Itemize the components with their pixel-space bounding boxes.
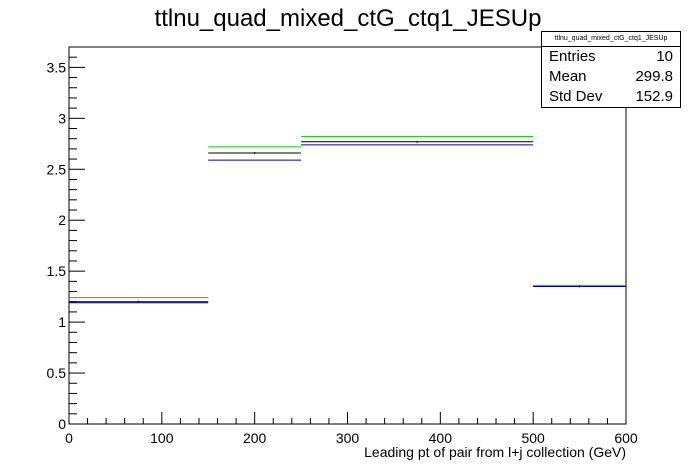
x-axis-label: Leading pt of pair from l+j collection (…	[364, 444, 626, 460]
x-tick-label: 300	[336, 430, 360, 446]
x-tick-label: 500	[521, 430, 545, 446]
x-tick-label: 600	[614, 430, 638, 446]
stats-title: ttlnu_quad_mixed_ctG_ctq1_JESUp	[542, 32, 680, 47]
stats-value: 299.8	[635, 68, 673, 85]
y-tick-label: 2	[58, 212, 66, 228]
x-tick-label: 100	[150, 430, 174, 446]
stats-value: 152.9	[635, 88, 673, 105]
x-tick-label: 0	[65, 430, 73, 446]
stats-label: Std Dev	[549, 88, 603, 105]
x-axis: 0 100 200 300 400 500 600	[65, 412, 638, 446]
stats-row-mean: Mean 299.8	[542, 67, 680, 87]
y-axis: 0 0.5 1 1.5 2 2.5 3 3.5	[47, 46, 85, 432]
y-tick-label: 1	[58, 314, 66, 330]
stats-row-entries: Entries 10	[542, 47, 680, 67]
stats-row-stddev: Std Dev 152.9	[542, 87, 680, 107]
y-tick-label: 3	[58, 110, 66, 126]
stats-label: Mean	[549, 68, 587, 85]
x-tick-label: 400	[429, 430, 453, 446]
chart-title: ttlnu_quad_mixed_ctG_ctq1_JESUp	[155, 5, 542, 32]
x-tick-label: 200	[243, 430, 267, 446]
series-2	[69, 144, 626, 304]
stats-box: ttlnu_quad_mixed_ctG_ctq1_JESUp Entries …	[541, 31, 681, 108]
y-tick-label: 0.5	[47, 365, 67, 381]
y-tick-label: 1.5	[47, 263, 67, 279]
y-tick-label: 3.5	[47, 59, 67, 75]
y-tick-label: 2.5	[47, 161, 67, 177]
y-tick-label: 0	[58, 416, 66, 432]
series-1	[69, 140, 626, 303]
series-0	[69, 136, 626, 299]
stats-label: Entries	[549, 48, 596, 65]
histogram-series	[69, 136, 626, 304]
stats-value: 10	[656, 48, 673, 65]
